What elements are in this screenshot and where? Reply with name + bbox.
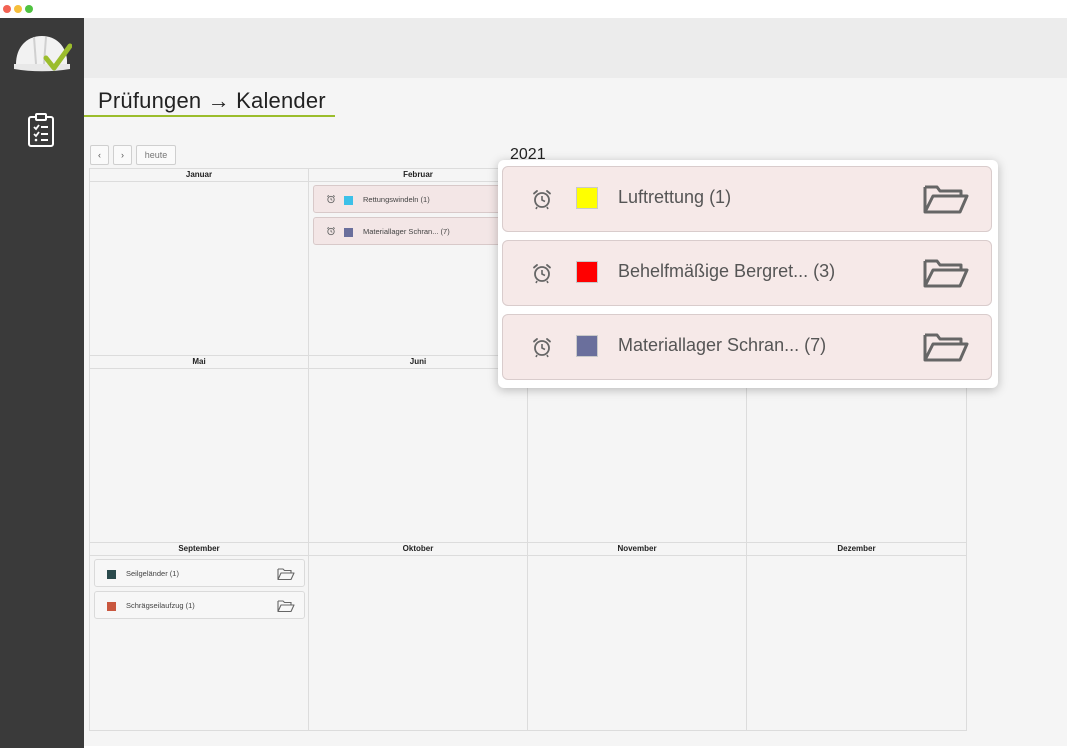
- list-item[interactable]: Schrägseilaufzug (1): [94, 591, 305, 619]
- month-mai: Mai: [89, 355, 309, 543]
- month-header: Oktober: [309, 543, 527, 556]
- entry-label: Materiallager Schran... (7): [363, 227, 450, 236]
- alarm-clock-icon: [533, 338, 551, 358]
- today-button[interactable]: heute: [136, 145, 176, 165]
- folder-open-icon[interactable]: [923, 257, 969, 289]
- previous-year-button[interactable]: ‹: [90, 145, 109, 165]
- month-header: September: [90, 543, 308, 556]
- sidebar: [0, 18, 84, 748]
- year-label: 2021: [510, 146, 546, 163]
- alarm-clock-icon: [327, 226, 335, 236]
- color-swatch: [576, 261, 598, 283]
- minimize-window-button[interactable]: [14, 5, 22, 13]
- alarm-clock-icon: [533, 190, 551, 210]
- month-header: Dezember: [747, 543, 966, 556]
- entry-label: Luftrettung (1): [618, 187, 732, 207]
- maximize-window-button[interactable]: [25, 5, 33, 13]
- folder-open-icon[interactable]: [923, 331, 969, 363]
- top-bar: [84, 18, 1067, 78]
- alarm-clock-icon: [533, 264, 551, 284]
- close-window-button[interactable]: [3, 5, 11, 13]
- popup-entry[interactable]: Materiallager Schran... (7): [502, 314, 992, 380]
- month-oktober: Oktober: [308, 542, 528, 731]
- color-swatch: [576, 187, 598, 209]
- color-swatch: [576, 335, 598, 357]
- color-swatch: [107, 570, 116, 579]
- month-november: November: [527, 542, 747, 731]
- month-juni: Juni: [308, 355, 528, 543]
- month-header: November: [528, 543, 746, 556]
- color-swatch: [107, 602, 116, 611]
- folder-open-icon[interactable]: [277, 567, 295, 581]
- entry-label: Seilgeländer (1): [126, 569, 179, 578]
- folder-open-icon[interactable]: [277, 599, 295, 613]
- color-swatch: [344, 196, 353, 205]
- list-item[interactable]: Materiallager Schran... (7): [313, 217, 513, 245]
- color-swatch: [344, 228, 353, 237]
- month-header: Februar: [309, 169, 527, 182]
- entry-label: Schrägseilaufzug (1): [126, 601, 195, 610]
- page-title: Prüfungen → Kalender: [98, 88, 326, 113]
- month-header: Januar: [90, 169, 308, 182]
- list-item[interactable]: Seilgeländer (1): [94, 559, 305, 587]
- title-bar: [0, 0, 1067, 18]
- month-februar: Februar Rettungswindeln (1): [308, 168, 528, 356]
- next-year-button[interactable]: ›: [113, 145, 132, 165]
- entry-label: Behelfmäßige Bergret... (3): [618, 261, 836, 281]
- month-dezember: Dezember: [746, 542, 967, 731]
- month-januar: Januar: [89, 168, 309, 356]
- popup-entry[interactable]: Behelfmäßige Bergret... (3): [502, 240, 992, 306]
- month-september: September Seilgeländer (1) Schrägseilauf…: [89, 542, 309, 731]
- folder-open-icon[interactable]: [923, 183, 969, 215]
- entry-label: Rettungswindeln (1): [363, 195, 430, 204]
- title-underline: [84, 115, 335, 117]
- entry-label: Materiallager Schran... (7): [618, 335, 827, 355]
- entries-popup: Luftrettung (1) Behelfmäßige Bergret... …: [498, 160, 998, 388]
- alarm-clock-icon: [327, 194, 335, 204]
- clipboard-checklist-icon[interactable]: [26, 112, 56, 148]
- popup-entry[interactable]: Luftrettung (1): [502, 166, 992, 232]
- month-header: Juni: [309, 356, 527, 369]
- list-item[interactable]: Rettungswindeln (1): [313, 185, 513, 213]
- month-header: Mai: [90, 356, 308, 369]
- hardhat-check-icon[interactable]: [12, 28, 72, 78]
